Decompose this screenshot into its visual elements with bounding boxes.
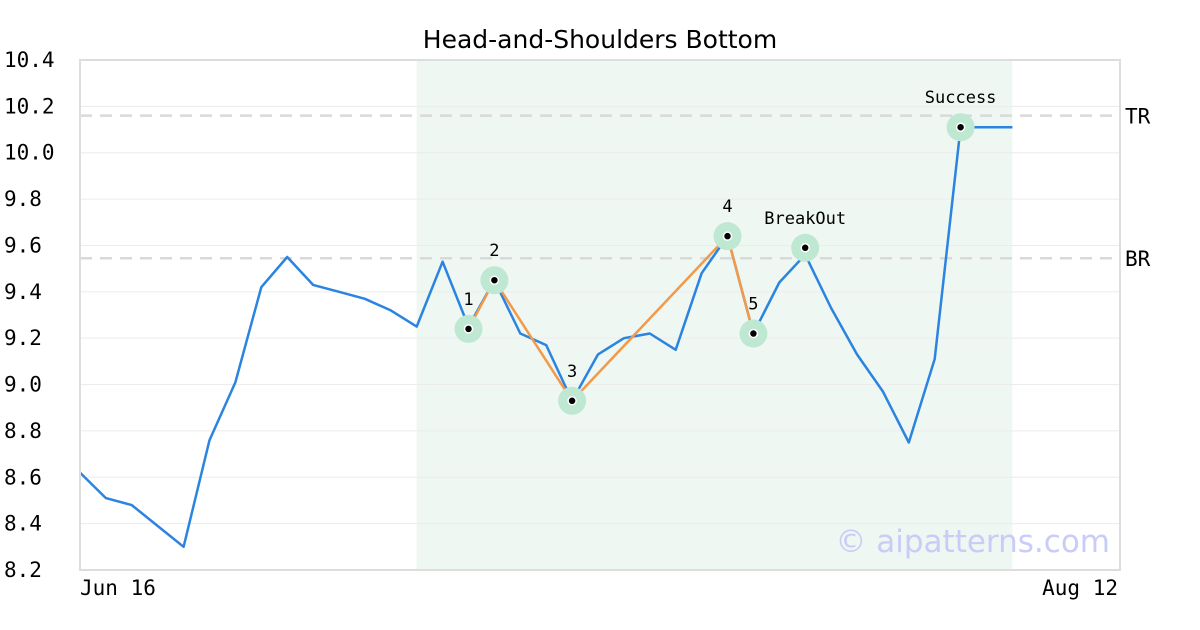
y-tick-label: 8.2 [4, 558, 42, 582]
pattern-point-label: 2 [489, 241, 499, 261]
x-tick-label: Aug 12 [1042, 576, 1118, 600]
x-tick-label: Jun 16 [80, 576, 156, 600]
pattern-highlight-band [416, 60, 1013, 570]
reference-line-label: TR [1125, 105, 1151, 129]
y-tick-label: 9.4 [4, 280, 42, 304]
pattern-point-dot [489, 275, 500, 285]
reference-line-label: BR [1125, 247, 1151, 271]
price-series-line [79, 125, 1013, 549]
y-tick-label: 8.6 [4, 465, 42, 489]
y-tick-label: 9.2 [4, 326, 42, 350]
pattern-point-dot [722, 231, 733, 241]
y-tick-label: 10.2 [4, 94, 55, 118]
y-tick-label: 9.8 [4, 187, 42, 211]
pattern-point-dot [567, 396, 577, 406]
y-tick-label: 8.4 [4, 512, 42, 536]
event-point-label: BreakOut [764, 209, 846, 229]
pattern-point-label: 5 [748, 295, 758, 315]
event-point-dot [800, 243, 810, 253]
y-tick-label: 9.0 [4, 373, 42, 397]
plot-frame [79, 59, 1121, 571]
chart-title: Head-and-Shoulders Bottom [423, 25, 777, 54]
event-point-dot [955, 122, 966, 132]
event-point-label: Success [925, 88, 997, 108]
pattern-point-dot [748, 328, 759, 339]
y-tick-label: 9.6 [4, 233, 42, 257]
pattern-point-label: 3 [567, 362, 577, 382]
y-tick-label: 10.4 [4, 48, 55, 72]
pattern-point-label: 4 [722, 197, 732, 217]
pattern-point-label: 1 [463, 290, 473, 310]
y-tick-label: 8.8 [4, 419, 42, 443]
watermark: © aipatterns.com [835, 524, 1110, 560]
y-tick-label: 10.0 [4, 141, 55, 165]
pattern-point-dot [463, 324, 474, 334]
